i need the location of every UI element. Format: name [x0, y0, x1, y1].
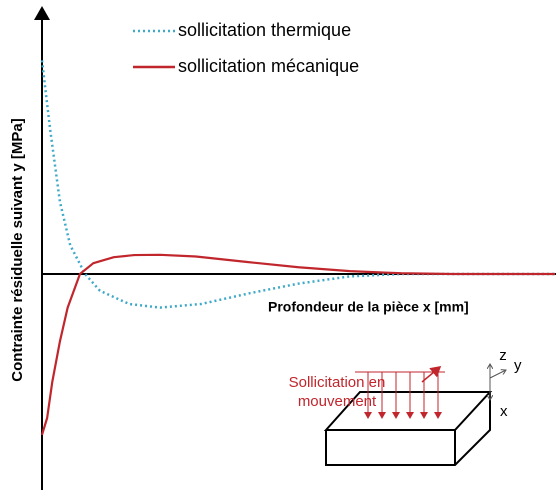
- line-series: [40, 60, 555, 309]
- x-axis-label: Profondeur de la pièce x [mm]: [268, 299, 469, 315]
- axes-triad: [490, 364, 506, 400]
- annotation: y: [514, 357, 522, 374]
- annotation: mouvement: [298, 393, 377, 410]
- legend-label: sollicitation thermique: [178, 20, 351, 40]
- load-arrows: [355, 366, 445, 419]
- annotation: z: [499, 347, 507, 364]
- annotation: x: [500, 403, 508, 420]
- annotation: Sollicitation en: [289, 374, 386, 391]
- y-axis-label: Contrainte résiduelle suivant y [MPa]: [9, 118, 26, 381]
- line-series: [40, 253, 555, 436]
- legend-label: sollicitation mécanique: [178, 56, 359, 76]
